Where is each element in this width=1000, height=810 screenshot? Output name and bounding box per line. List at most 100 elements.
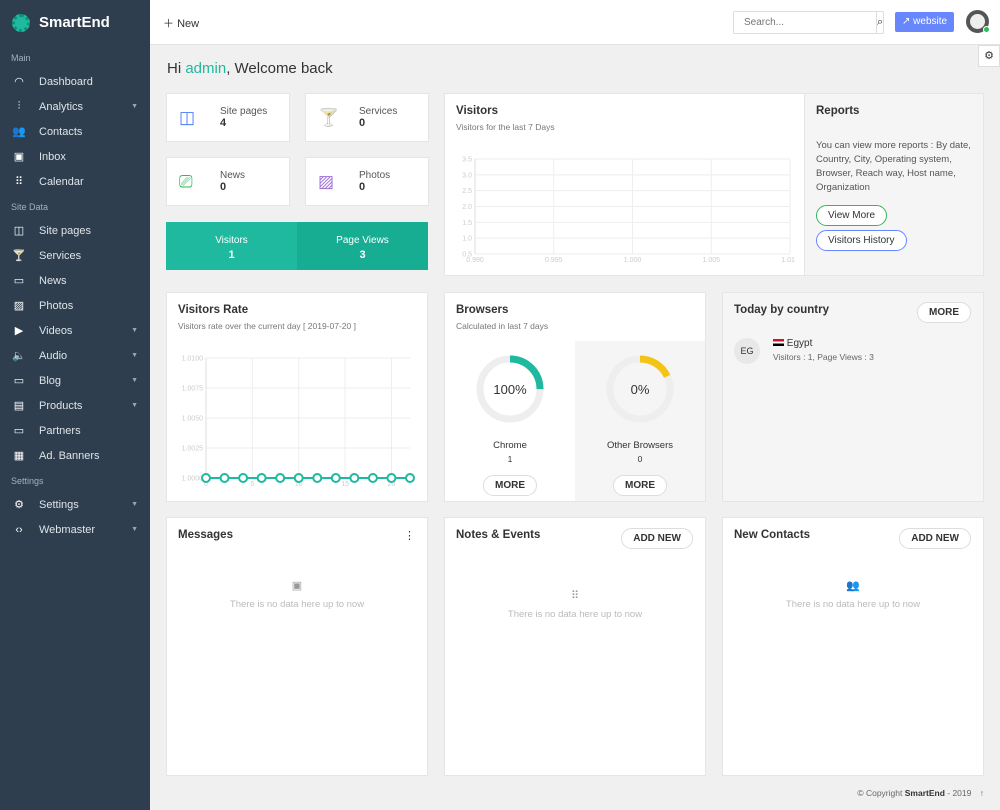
sidebar-item-products[interactable]: ▤ Products ▼ <box>0 393 150 418</box>
new-button[interactable]: ＋ New <box>163 15 199 31</box>
inbox-icon: ▣ <box>291 580 303 592</box>
add-note-button[interactable]: ADD NEW <box>621 528 693 549</box>
search-input[interactable] <box>734 12 876 33</box>
sidebar-item-label: Contacts <box>39 125 83 138</box>
x-tick-label: 1.010 <box>781 257 795 264</box>
browser-more-button[interactable]: MORE <box>483 475 537 496</box>
brand[interactable]: SmartEnd <box>0 0 150 45</box>
sidebar-item-audio[interactable]: 🔈 Audio ▼ <box>0 343 150 368</box>
sidebar-item-label: Inbox <box>39 150 66 163</box>
caret-down-icon: ▼ <box>131 526 138 533</box>
browsers-card: Browsers Calculated in last 7 days 100% C… <box>444 292 706 502</box>
sidebar-item-label: Blog <box>39 374 62 387</box>
sidebar-item-news[interactable]: ▭ News <box>0 268 150 293</box>
browser-percent: 100% <box>493 382 527 397</box>
browser-more-button[interactable]: MORE <box>613 475 667 496</box>
card-title: Visitors Rate <box>178 304 249 316</box>
sidebar-item-label: Audio <box>39 349 68 362</box>
donut-chart: 100% <box>476 355 544 423</box>
sidebar-item-settings[interactable]: ⚙ Settings ▼ <box>0 492 150 517</box>
y-tick-label: 1.0100 <box>182 356 204 363</box>
sidebar-item-label: Ad. Banners <box>39 449 100 462</box>
stat-card-services[interactable]: 🍸 Services 0 <box>305 93 429 142</box>
data-point <box>349 473 360 483</box>
card-title: Notes & Events <box>456 529 541 541</box>
caret-down-icon: ▼ <box>131 352 138 359</box>
card-title: Messages <box>178 529 233 541</box>
stat-label: Site pages <box>220 106 268 117</box>
search-icon[interactable]: ⌕ <box>876 12 883 33</box>
x-tick-label: 5 <box>250 481 254 488</box>
audio-icon: 🔈 <box>12 350 26 362</box>
y-tick-label: 3.5 <box>462 157 472 164</box>
browser-percent: 0% <box>631 382 650 397</box>
sidebar-item-label: News <box>39 274 67 287</box>
visitors-history-button[interactable]: Visitors History <box>816 230 907 251</box>
sidebar-item-label: Dashboard <box>39 75 93 88</box>
partners-icon: ▭ <box>13 425 25 437</box>
data-point <box>293 473 304 483</box>
data-point <box>386 473 397 483</box>
website-label: website <box>913 16 948 27</box>
stat-card-news[interactable]: ⎚ News 0 <box>166 157 290 206</box>
visitors-rate-chart: 1.0000 1.0025 1.0050 1.0075 1.0100 0 5 10 15 20 <box>182 356 415 488</box>
sidebar-item-label: Analytics <box>39 100 84 113</box>
stat-card-photos[interactable]: ▨ Photos 0 <box>305 157 429 206</box>
more-vert-icon[interactable]: ⋮ <box>404 530 415 542</box>
stat-label: Services <box>359 106 398 117</box>
sidebar-section-title: Settings <box>11 476 44 486</box>
contacts-icon: 👥 <box>12 126 26 138</box>
reports-card: Reports You can view more reports : By d… <box>804 93 984 276</box>
totals-bar: Visitors 1 Page Views 3 <box>166 222 428 270</box>
banners-icon: ▦ <box>13 450 25 462</box>
empty-text: There is no data here up to now <box>785 599 921 610</box>
sidebar-item-site-pages[interactable]: ◫ Site pages <box>0 218 150 243</box>
card-title: Reports <box>816 105 860 117</box>
empty-text: There is no data here up to now <box>507 609 643 620</box>
caret-down-icon: ▼ <box>131 103 138 110</box>
donut-chart: 0% <box>606 355 674 423</box>
sidebar-item-inbox[interactable]: ▣ Inbox <box>0 144 150 169</box>
header: ＋ New ⌕ ↗ website <box>150 0 1000 45</box>
calendar-icon: ⠿ <box>570 590 580 602</box>
donut-arc <box>476 355 544 423</box>
sidebar-item-contacts[interactable]: 👥 Contacts <box>0 119 150 144</box>
avatar[interactable] <box>966 10 990 33</box>
browser-count: 1 <box>507 454 513 464</box>
sidebar-item-videos[interactable]: ▶ Videos ▼ <box>0 318 150 343</box>
caret-down-icon: ▼ <box>131 377 138 384</box>
card-title: Browsers <box>456 304 509 316</box>
footer: © Copyright SmartEnd - 2019 ↑ <box>857 788 984 798</box>
x-tick-label: 15 <box>341 481 349 488</box>
site-pages-icon: ◫ <box>179 107 196 127</box>
website-button[interactable]: ↗ website <box>895 12 955 32</box>
stat-card-site-pages[interactable]: ◫ Site pages 4 <box>166 93 290 142</box>
contacts-card: New Contacts ADD NEW 👥 There is no data h… <box>722 517 984 776</box>
browser-chrome: 100% Chrome 1 MORE <box>445 341 575 501</box>
sidebar-item-label: Calendar <box>39 175 84 188</box>
settings-gear-icon[interactable]: ⚙ <box>978 45 1000 67</box>
view-more-button[interactable]: View More <box>816 205 888 226</box>
inbox-icon: ▣ <box>13 151 25 163</box>
sidebar-item-label: Partners <box>39 424 81 437</box>
add-contact-button[interactable]: ADD NEW <box>899 528 971 549</box>
country-more-button[interactable]: MORE <box>917 302 971 323</box>
scroll-top-icon[interactable]: ↑ <box>979 788 984 798</box>
y-tick-label: 1.0000 <box>182 476 204 483</box>
notes-card: Notes & Events ADD NEW ⠿ There is no data… <box>444 517 706 776</box>
contacts-icon: 👥 <box>846 580 860 592</box>
sidebar-item-label: Webmaster <box>39 523 96 536</box>
stat-value: 0 <box>220 181 227 193</box>
username[interactable]: admin <box>185 60 227 77</box>
sidebar-item-photos[interactable]: ▨ Photos <box>0 293 150 318</box>
sidebar-item-webmaster[interactable]: ‹› Webmaster ▼ <box>0 517 150 542</box>
sidebar-item-dashboard[interactable]: ◠ Dashboard <box>0 69 150 94</box>
sidebar-item-ad-banners[interactable]: ▦ Ad. Banners <box>0 443 150 468</box>
sidebar-item-calendar[interactable]: ⠿ Calendar <box>0 169 150 194</box>
sidebar-item-partners[interactable]: ▭ Partners <box>0 418 150 443</box>
sidebar-item-blog[interactable]: ▭ Blog ▼ <box>0 368 150 393</box>
sidebar-item-analytics[interactable]: ⫶ Analytics ▼ <box>0 94 150 119</box>
sidebar-item-services[interactable]: 🍸 Services <box>0 243 150 268</box>
y-tick-label: 0.5 <box>462 252 472 259</box>
sidebar-section-title: Main <box>11 53 31 63</box>
